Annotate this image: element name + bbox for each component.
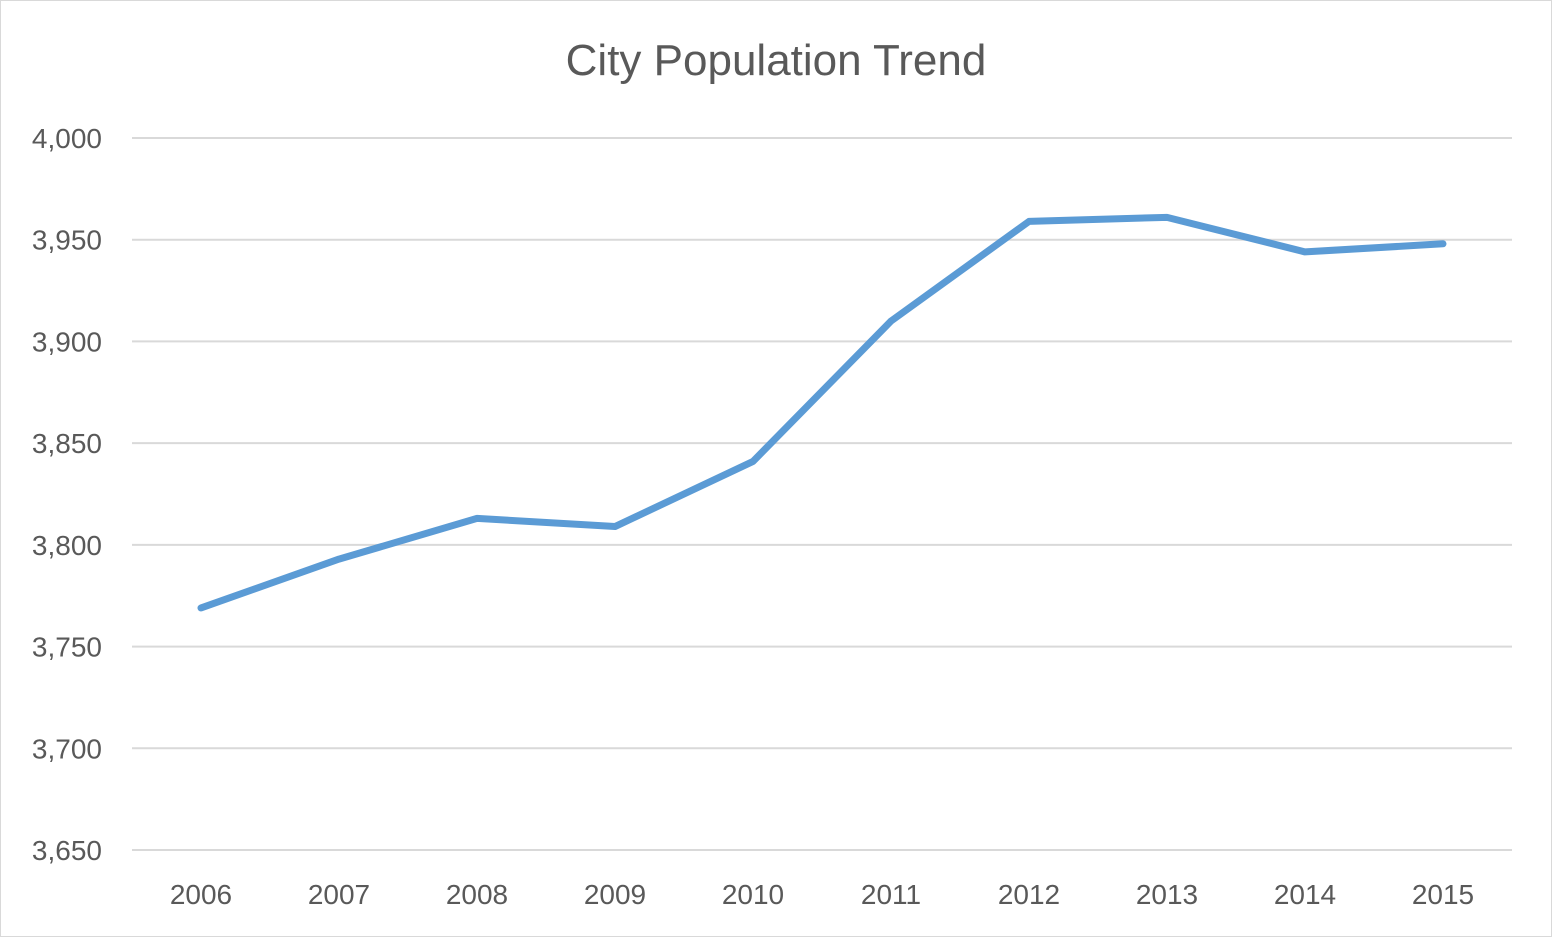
x-tick-label: 2009 [584,879,646,910]
chart-title: City Population Trend [565,36,987,85]
y-tick-label: 3,950 [32,225,102,256]
x-tick-label: 2007 [308,879,370,910]
x-tick-label: 2008 [446,879,508,910]
y-tick-label: 3,700 [32,733,102,764]
x-tick-label: 2011 [861,879,921,910]
y-tick-label: 4,000 [32,123,102,154]
x-tick-label: 2010 [722,879,784,910]
x-tick-label: 2012 [998,879,1060,910]
series-line [197,213,1447,612]
x-tick-label: 2015 [1412,879,1474,910]
y-tick-label: 3,900 [32,326,102,357]
y-tick-label: 3,650 [32,835,102,866]
x-tick-label: 2014 [1274,879,1336,910]
y-tick-label: 3,750 [32,632,102,663]
y-tick-label: 3,850 [32,428,102,459]
y-tick-label: 3,800 [32,530,102,561]
x-tick-label: 2013 [1136,879,1198,910]
x-tick-label: 2006 [170,879,232,910]
